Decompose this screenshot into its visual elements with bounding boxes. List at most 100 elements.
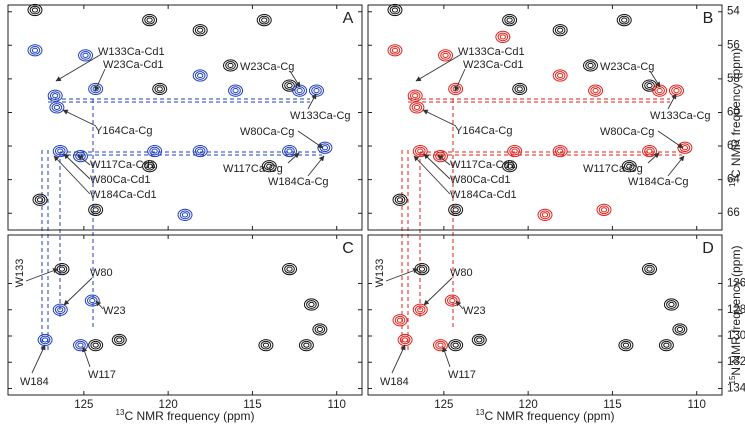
contour — [156, 86, 163, 92]
contour — [72, 150, 88, 163]
contour — [27, 44, 43, 57]
contour — [54, 305, 66, 315]
contour — [537, 208, 553, 221]
annotation: W23 — [103, 305, 126, 317]
annotation-arrow — [667, 155, 685, 177]
contour — [29, 45, 41, 55]
contour — [197, 27, 204, 33]
contour — [416, 264, 428, 274]
y-tick-label: 134 — [727, 382, 745, 394]
annotation-arrow — [25, 268, 59, 282]
annotation: W23Ca-Cd1 — [463, 59, 524, 71]
annotation-arrow — [55, 54, 101, 82]
peak — [618, 339, 634, 352]
annotation-arrow — [442, 346, 451, 368]
contour — [444, 294, 460, 307]
annotation: W117Ca-Cd1 — [450, 159, 516, 171]
peak — [409, 101, 425, 114]
contour — [284, 146, 295, 156]
contour — [258, 339, 274, 352]
contour — [192, 24, 208, 37]
contour — [621, 17, 628, 23]
contour — [644, 264, 655, 274]
contour — [392, 314, 408, 327]
contour — [663, 298, 679, 311]
contour — [308, 301, 315, 308]
peak — [142, 14, 158, 27]
peak — [596, 203, 612, 216]
peak — [621, 160, 637, 173]
contour — [29, 5, 41, 15]
annotation: W117 — [448, 369, 476, 381]
contour — [316, 326, 323, 333]
contour — [92, 207, 99, 213]
contour — [414, 305, 426, 315]
contour — [146, 17, 153, 23]
contour — [32, 193, 48, 206]
contour — [401, 337, 409, 343]
contour — [282, 262, 298, 276]
peak — [444, 294, 460, 307]
y-axis-label: 15N NMR frequency (ppm) — [728, 246, 744, 385]
contour — [301, 340, 312, 350]
x-tick-label: 115 — [603, 399, 621, 411]
peak — [282, 262, 298, 276]
contour — [52, 144, 68, 158]
annotation: W184 — [20, 376, 49, 388]
y-tick-label: 128 — [727, 304, 745, 316]
contour — [620, 340, 632, 350]
peak — [663, 298, 679, 311]
contour — [90, 205, 101, 215]
contour — [504, 161, 515, 171]
contour — [181, 212, 189, 218]
contour — [303, 298, 319, 311]
annotation-arrow — [423, 153, 451, 180]
contour — [53, 104, 60, 111]
contour — [92, 342, 99, 348]
contour — [552, 24, 568, 37]
annotation-arrow — [647, 152, 660, 164]
peak — [27, 44, 43, 57]
contour — [52, 93, 59, 99]
annotation: W80Ca-Cg — [600, 126, 654, 138]
contour — [78, 49, 94, 62]
peak — [583, 59, 599, 72]
contour — [654, 86, 665, 95]
peak — [52, 144, 68, 158]
panel-frame — [367, 4, 723, 231]
contour — [149, 146, 160, 156]
annotation-arrow — [63, 277, 93, 306]
contour — [442, 52, 449, 58]
peak — [72, 150, 88, 163]
peak — [192, 69, 208, 82]
peak — [512, 82, 528, 96]
panel: B 54 56 58 60 62 64 66 13C NMR frequency (ppm) W1… — [367, 3, 743, 231]
peak — [142, 160, 158, 173]
contour — [144, 15, 155, 25]
panel-letter: B — [703, 10, 714, 27]
contour — [113, 335, 125, 345]
contour — [152, 82, 168, 96]
peak — [412, 144, 428, 158]
contour — [75, 151, 86, 161]
annotation: W117Ca-Cg — [223, 163, 283, 175]
contour — [626, 163, 633, 169]
peak — [668, 84, 684, 97]
peak — [88, 203, 104, 216]
annotation: W133Ca-Cd1 — [458, 46, 525, 58]
annotation-arrow — [385, 268, 419, 282]
peak — [282, 144, 298, 158]
annotation: W23Ca-Cg — [240, 61, 294, 73]
panel: D 125 120 115 110 126 128 130 132 134 13C NMR freq… — [367, 234, 745, 423]
peak — [642, 144, 658, 158]
annotation-arrow — [82, 346, 91, 368]
annotation-arrow — [289, 70, 301, 88]
peak — [448, 203, 464, 216]
annotation-arrow — [53, 155, 91, 195]
annotation: W184Ca-Cd1 — [450, 189, 517, 201]
annotation: W133 — [374, 259, 386, 288]
contour — [90, 340, 101, 350]
peak — [303, 298, 319, 311]
panel-frame — [367, 234, 723, 396]
